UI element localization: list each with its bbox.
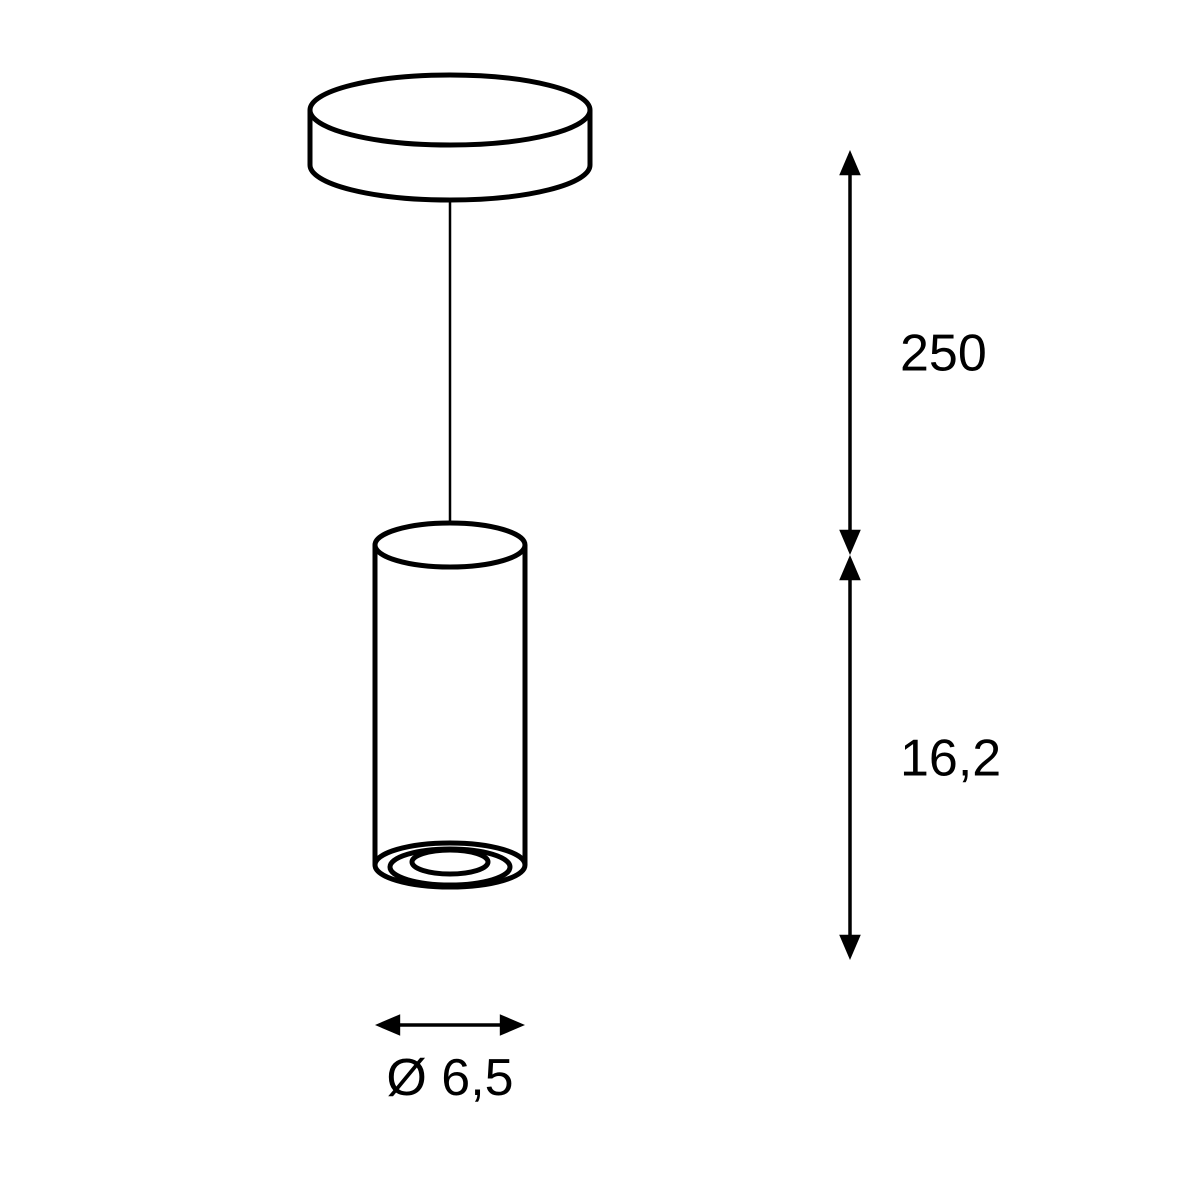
dimension-body-height: 16,2 (900, 730, 1001, 788)
pendant-light-dimension-diagram: 250 16,2 Ø 6,5 (0, 0, 1200, 1200)
dimension-cable-length: 250 (900, 325, 987, 383)
dimension-diameter: Ø 6,5 (386, 1049, 513, 1107)
